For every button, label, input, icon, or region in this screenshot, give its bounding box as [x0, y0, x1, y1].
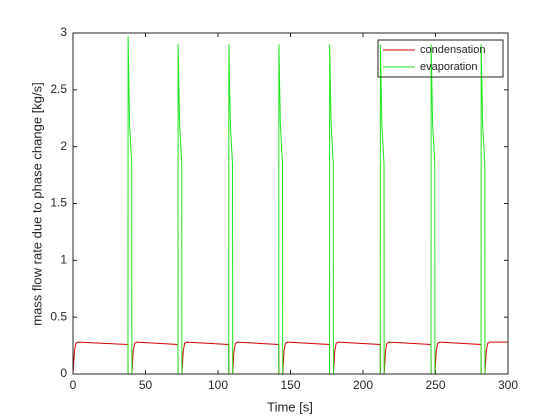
legend-box [377, 39, 504, 78]
y-tick-label: 1 [60, 253, 67, 267]
x-tick-label: 300 [498, 378, 518, 392]
x-axis-label: Time [s] [267, 399, 313, 414]
x-tick-label: 250 [425, 378, 445, 392]
y-axis-label: mass flow rate due to phase change [kg/s… [29, 82, 44, 326]
axes-box [72, 32, 509, 375]
x-tick-label: 100 [208, 378, 228, 392]
x-tick-label: 50 [139, 378, 153, 392]
plot-area [73, 33, 508, 374]
y-tick-label: 2 [60, 139, 67, 153]
legend-label: condensation [420, 44, 485, 56]
y-tick-label: 0 [60, 366, 67, 380]
y-tick-label: 3 [60, 25, 67, 39]
y-tick-label: 0.5 [50, 309, 67, 323]
y-tick-label: 1.5 [50, 196, 67, 210]
x-tick-label: 150 [280, 378, 300, 392]
x-tick-label: 0 [70, 378, 77, 392]
y-tick-label: 2.5 [50, 82, 67, 96]
x-tick-label: 200 [353, 378, 373, 392]
legend-label: evaporation [420, 61, 478, 73]
data-line [72, 341, 508, 375]
